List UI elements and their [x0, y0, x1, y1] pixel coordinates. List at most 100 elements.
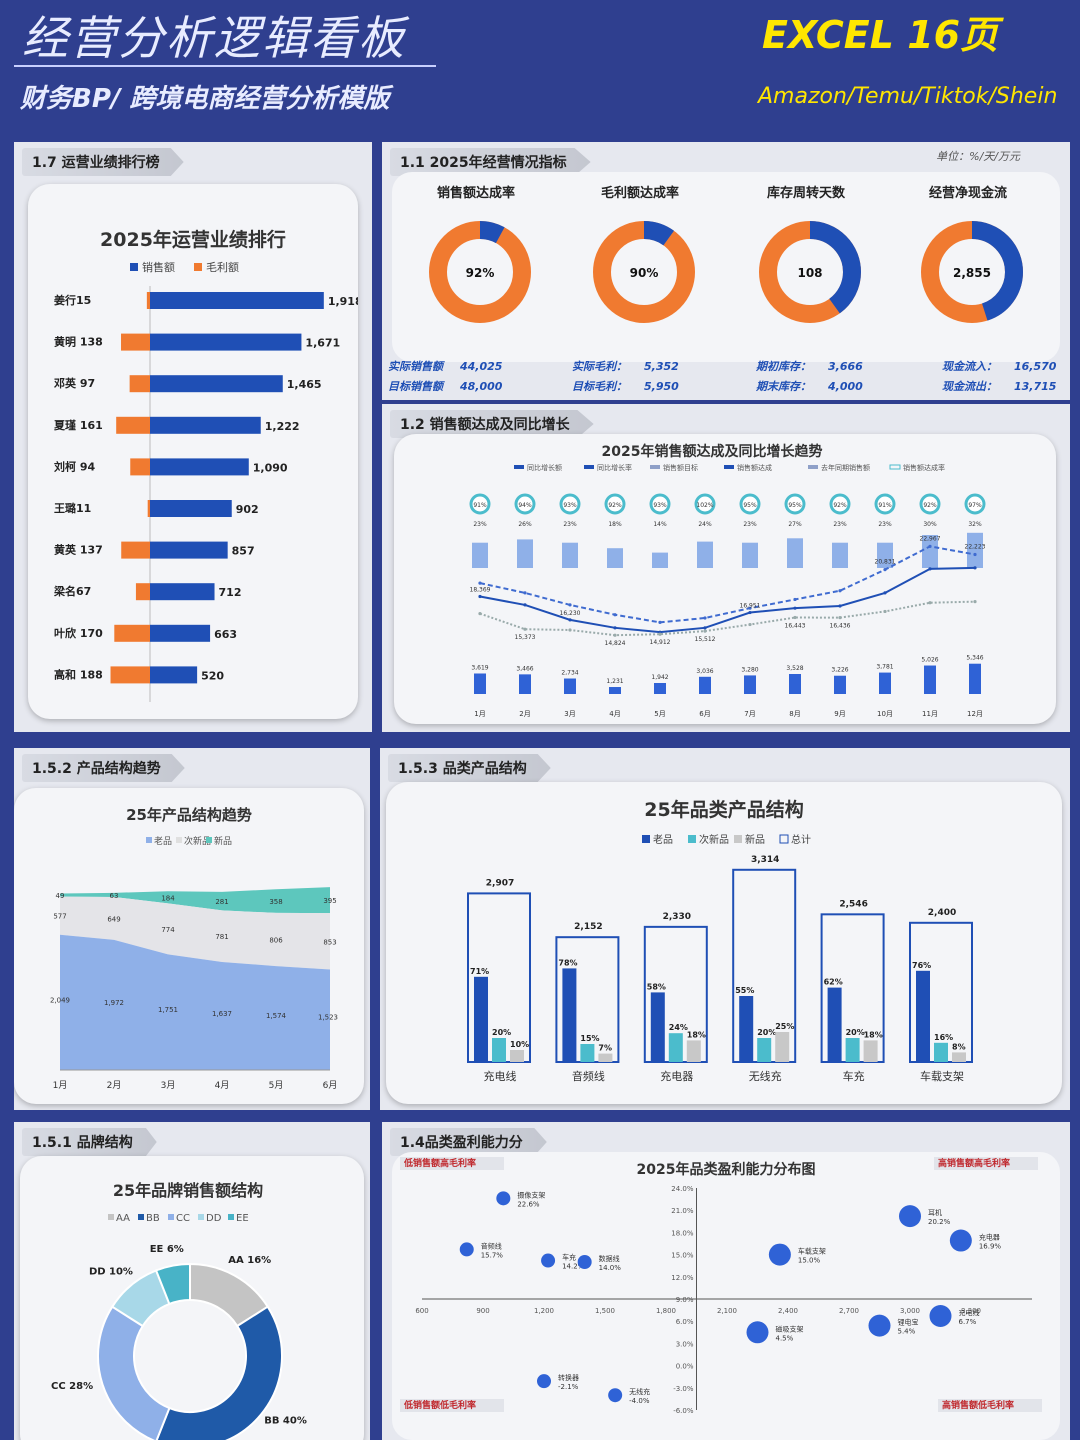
new-value-label: 184 — [161, 894, 175, 902]
growth-rate-bar — [697, 541, 713, 568]
kpi-title: 销售额达成率 — [437, 185, 515, 201]
growth-amount-label: 1,231 — [606, 678, 623, 685]
rank-profit-bar — [130, 458, 150, 476]
trend-point — [928, 544, 932, 548]
brand-legend-label: BB — [146, 1213, 160, 1224]
rank-sales-bar — [150, 333, 302, 351]
kpi-label-2: 期末库存： — [755, 380, 811, 393]
second-new-value-label: 649 — [107, 915, 120, 923]
growth-amount-bar — [834, 675, 846, 694]
kpi-label-1: 现金流入： — [942, 360, 997, 373]
trend-legend-label: 同比增长率 — [597, 463, 632, 472]
trend-point — [838, 589, 842, 593]
rank-sales-value: 902 — [236, 503, 259, 516]
legend-sales-swatch — [130, 263, 138, 271]
growth-rate-bar — [607, 548, 623, 568]
brand-slice-label: CC 28% — [51, 1381, 93, 1392]
growth-amount-label: 3,226 — [831, 667, 848, 674]
trend-legend-swatch — [514, 465, 524, 469]
area-month-tick: 5月 — [269, 1080, 284, 1091]
profit-point-name: 磁吸支架 — [776, 1324, 804, 1333]
trend-point — [973, 552, 977, 557]
profit-point — [496, 1191, 511, 1206]
area-legend-label: 次新品 — [184, 835, 211, 847]
rank-name-label: 邓英 97 — [54, 376, 95, 390]
rate-marker — [604, 493, 626, 515]
trend-point — [658, 632, 662, 636]
growth-rate-bar — [472, 542, 488, 568]
trend-chart-title: 2025年销售额达成及同比增长趋势 — [602, 443, 823, 460]
new-value-label: 395 — [323, 897, 336, 905]
kpi-value: 92% — [466, 266, 495, 280]
rank-section-tab: 1.7 运营业绩排行榜 — [22, 148, 184, 176]
rank-name-label: 黄明 138 — [54, 335, 103, 349]
rank-profit-bar — [116, 416, 150, 434]
rate-label: 91% — [878, 502, 892, 509]
profit-point-name: 摄像支架 — [517, 1190, 545, 1199]
rate-label: 94% — [518, 502, 532, 509]
growth-rate-label: 30% — [923, 521, 937, 528]
kpi-value-1: 44,025 — [459, 360, 503, 373]
brand-section-tab: 1.5.1 品牌结构 — [22, 1128, 157, 1156]
area-old-product — [60, 934, 330, 1070]
growth-amount-bar — [969, 663, 981, 694]
rate-label: 97% — [968, 502, 982, 509]
second-new-value-label: 806 — [269, 937, 283, 945]
growth-amount-bar — [564, 678, 576, 694]
category-tick-label: 充电线 — [484, 1069, 517, 1083]
rank-name-label: 叶欣 170 — [54, 626, 103, 640]
quadrant-label: 低销售额高毛利率 — [403, 1157, 476, 1169]
y-tick-label: 18.0% — [671, 1229, 694, 1237]
trend-point — [793, 606, 797, 610]
second-new-value-label: 853 — [323, 938, 336, 946]
brand-card: 25年品牌销售额结构 AA BB CC DD EE AA 16% BB 40% CC 28% DD… — [20, 1156, 364, 1440]
kpi-title: 库存周转天数 — [767, 185, 846, 201]
rate-label: 91% — [473, 502, 487, 509]
kpi-donut-fill — [921, 221, 1023, 323]
trend-point — [883, 568, 887, 572]
brand-slice-label: EE 6% — [150, 1244, 184, 1255]
month-tick-label: 10月 — [877, 710, 893, 718]
trend-point — [568, 603, 572, 607]
kpi-value-2: 4,000 — [827, 380, 863, 393]
x-tick-label: 2,100 — [717, 1307, 737, 1315]
category-total-label: 2,400 — [928, 908, 956, 918]
category-series-label: 16% — [934, 1033, 953, 1042]
kpi-value: 108 — [797, 266, 822, 280]
month-tick-label: 6月 — [699, 710, 710, 718]
category-card: 25年品类产品结构 老品 次新品 新品 总计 2,907 71% 20% 10% 充电线 2,152… — [386, 782, 1062, 1104]
rate-label: 93% — [563, 502, 577, 509]
profit-point — [929, 1305, 952, 1328]
trend-point — [748, 606, 752, 610]
brand-legend-label: DD — [206, 1213, 222, 1224]
profit-point — [746, 1321, 769, 1344]
category-series-bar — [739, 996, 754, 1062]
kpi-label-1: 实际毛利： — [572, 360, 627, 373]
category-total-label: 2,152 — [574, 922, 602, 932]
header: 经营分析逻辑看板 财务BP/ 跨境电商经营分析模版 EXCEL 16页 Amaz… — [0, 0, 1080, 128]
kpi-label-1: 实际销售额 — [388, 360, 445, 373]
rank-sales-bar — [150, 292, 324, 309]
trend-legend-label: 销售额达成 — [737, 463, 772, 472]
area-legend-label: 新品 — [214, 835, 232, 847]
old-value-label: 2,049 — [50, 996, 70, 1004]
brand-slice-label: AA 16% — [228, 1255, 271, 1266]
rate-label: 93% — [653, 502, 667, 509]
trend-legend-swatch — [584, 465, 594, 469]
profit-point-name: 数据线 — [599, 1254, 620, 1263]
new-value-label: 49 — [56, 892, 65, 900]
growth-rate-label: 26% — [518, 521, 532, 528]
profit-point — [768, 1243, 791, 1266]
category-legend-swatch — [688, 835, 696, 843]
profit-point — [577, 1255, 592, 1269]
profit-point-value: 16.9% — [979, 1243, 1002, 1251]
brand-legend-swatch — [198, 1214, 204, 1220]
growth-amount-label: 3,528 — [786, 665, 803, 672]
rate-marker — [649, 493, 671, 515]
rate-marker — [739, 493, 761, 515]
category-series-bar — [598, 1053, 613, 1062]
rate-label: 95% — [743, 502, 757, 509]
category-legend-label: 新品 — [745, 833, 765, 846]
rank-sales-bar — [150, 458, 249, 476]
